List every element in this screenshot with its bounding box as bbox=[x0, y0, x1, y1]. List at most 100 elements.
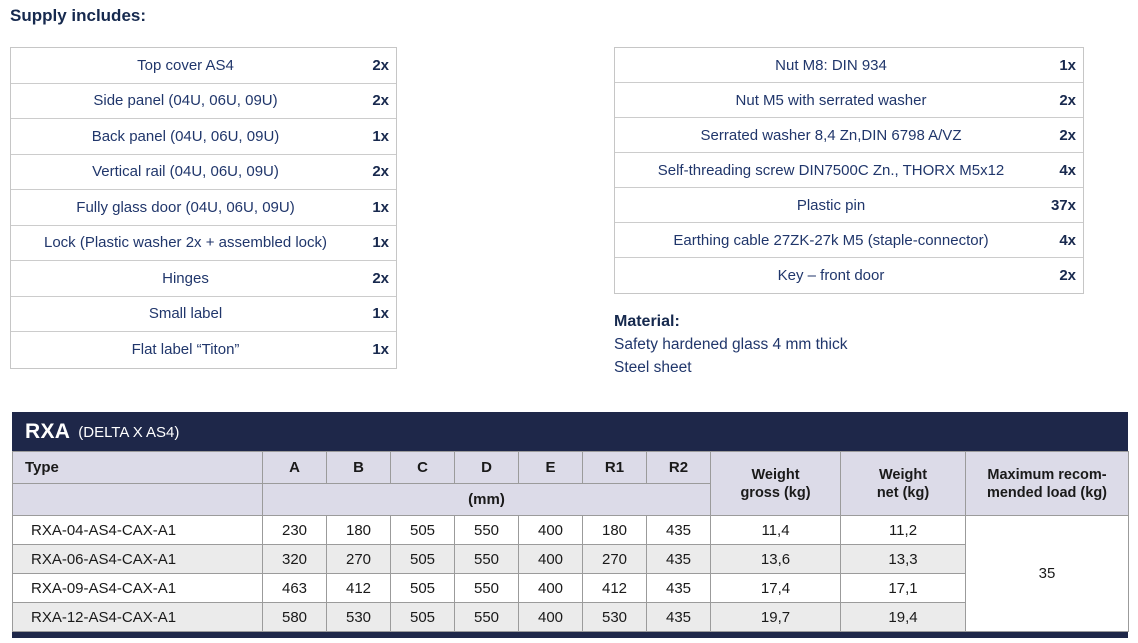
supply-item-qty: 1x bbox=[1059, 56, 1076, 74]
supply-item-qty: 4x bbox=[1059, 161, 1076, 179]
unit-label: (mm) bbox=[262, 483, 711, 516]
supply-item-name: Small label bbox=[148, 305, 223, 323]
col-header-e: E bbox=[518, 451, 583, 484]
unit-row-empty-cell bbox=[12, 483, 263, 516]
list-item: Earthing cable 27ZK-27k M5 (staple-conne… bbox=[615, 223, 1083, 258]
supply-item-name: Flat label “Titon” bbox=[131, 341, 240, 359]
cell-max-load: 35 bbox=[965, 515, 1129, 632]
supply-list-left: Top cover AS4 2x Side panel (04U, 06U, 09… bbox=[10, 47, 397, 369]
col-header-max-load: Maximum recom- mended load (kg) bbox=[965, 451, 1129, 516]
cell-weight-net: 11,2 bbox=[840, 515, 966, 545]
list-item: Flat label “Titon” 1x bbox=[11, 332, 396, 368]
cell-c: 505 bbox=[390, 602, 455, 632]
supply-item-qty: 1x bbox=[372, 305, 389, 323]
list-item: Lock (Plastic washer 2x + assembled lock… bbox=[11, 226, 396, 261]
cell-e: 400 bbox=[518, 602, 583, 632]
spec-table-bottom-bar bbox=[12, 632, 1128, 638]
cell-type: RXA-06-AS4-CAX-A1 bbox=[12, 544, 263, 574]
supply-item-name: Serrated washer 8,4 Zn,DIN 6798 A/VZ bbox=[700, 126, 962, 144]
col-header-weight-gross: Weight gross (kg) bbox=[710, 451, 841, 516]
table-row: RXA-12-AS4-CAX-A1 580 530 505 550 400 53… bbox=[12, 602, 1129, 632]
list-item: Plastic pin 37x bbox=[615, 188, 1083, 223]
col-header-type: Type bbox=[12, 451, 263, 484]
list-item: Small label 1x bbox=[11, 297, 396, 332]
supply-item-qty: 4x bbox=[1059, 231, 1076, 249]
material-line: Safety hardened glass 4 mm thick bbox=[614, 336, 848, 353]
cell-a: 580 bbox=[262, 602, 327, 632]
cell-r1: 270 bbox=[582, 544, 647, 574]
col-header-c: C bbox=[390, 451, 455, 484]
list-item: Top cover AS4 2x bbox=[11, 48, 396, 84]
table-row: RXA-04-AS4-CAX-A1 230 180 505 550 400 18… bbox=[12, 515, 1129, 632]
supply-item-qty: 1x bbox=[372, 198, 389, 216]
col-header-r2: R2 bbox=[646, 451, 711, 484]
cell-e: 400 bbox=[518, 515, 583, 545]
supply-item-name: Side panel (04U, 06U, 09U) bbox=[93, 92, 278, 110]
cell-weight-net: 19,4 bbox=[840, 602, 966, 632]
list-item: Side panel (04U, 06U, 09U) 2x bbox=[11, 84, 396, 119]
cell-a: 463 bbox=[262, 573, 327, 603]
cell-weight-gross: 19,7 bbox=[710, 602, 841, 632]
cell-r1: 412 bbox=[582, 573, 647, 603]
cell-weight-net: 13,3 bbox=[840, 544, 966, 574]
supply-item-name: Key – front door bbox=[777, 267, 885, 284]
spec-table: Type A B C D E R1 R2 Weight gross (kg) W… bbox=[12, 451, 1129, 632]
col-header-weight-net: Weight net (kg) bbox=[840, 451, 966, 516]
spec-table-subtitle: (DELTA X AS4) bbox=[78, 424, 180, 441]
cell-d: 550 bbox=[454, 515, 519, 545]
page-title: Supply includes: bbox=[10, 6, 147, 25]
cell-r2: 435 bbox=[646, 515, 711, 545]
cell-a: 230 bbox=[262, 515, 327, 545]
col-header-d: D bbox=[454, 451, 519, 484]
supply-item-name: Lock (Plastic washer 2x + assembled lock… bbox=[43, 234, 328, 252]
supply-item-name: Nut M5 with serrated washer bbox=[735, 91, 927, 109]
cell-weight-gross: 11,4 bbox=[710, 515, 841, 545]
cell-b: 270 bbox=[326, 544, 391, 574]
cell-d: 550 bbox=[454, 544, 519, 574]
material-heading: Material: bbox=[614, 313, 680, 330]
cell-type: RXA-12-AS4-CAX-A1 bbox=[12, 602, 263, 632]
supply-item-qty: 2x bbox=[1059, 267, 1076, 284]
list-item: Back panel (04U, 06U, 09U) 1x bbox=[11, 119, 396, 155]
cell-r1: 180 bbox=[582, 515, 647, 545]
cell-b: 412 bbox=[326, 573, 391, 603]
list-item: Nut M8: DIN 934 1x bbox=[615, 48, 1083, 83]
cell-r1: 530 bbox=[582, 602, 647, 632]
cell-a: 320 bbox=[262, 544, 327, 574]
supply-item-qty: 37x bbox=[1050, 196, 1076, 214]
cell-e: 400 bbox=[518, 573, 583, 603]
cell-e: 400 bbox=[518, 544, 583, 574]
supply-item-name: Back panel (04U, 06U, 09U) bbox=[91, 127, 280, 145]
cell-c: 505 bbox=[390, 515, 455, 545]
supply-item-name: Self-threading screw DIN7500C Zn., THORX… bbox=[657, 161, 1005, 179]
supply-item-name: Earthing cable 27ZK-27k M5 (staple-conne… bbox=[673, 231, 989, 249]
cell-weight-gross: 17,4 bbox=[710, 573, 841, 603]
list-item: Nut M5 with serrated washer 2x bbox=[615, 83, 1083, 118]
col-header-b: B bbox=[326, 451, 391, 484]
supply-item-qty: 2x bbox=[372, 163, 389, 181]
spec-header-row: Type A B C D E R1 R2 Weight gross (kg) W… bbox=[12, 451, 1129, 516]
spec-table-section: RXA (DELTA X AS4) Type A B C D E R1 R2 W… bbox=[12, 412, 1129, 638]
supply-item-qty: 2x bbox=[372, 56, 389, 74]
cell-r2: 435 bbox=[646, 602, 711, 632]
cell-c: 505 bbox=[390, 544, 455, 574]
supply-item-qty: 1x bbox=[372, 127, 389, 145]
supply-list-right: Nut M8: DIN 934 1x Nut M5 with serrated w… bbox=[614, 47, 1084, 294]
supply-item-qty: 2x bbox=[372, 269, 389, 287]
material-section: Material: Safety hardened glass 4 mm thi… bbox=[614, 311, 847, 379]
cell-b: 530 bbox=[326, 602, 391, 632]
list-item: Fully glass door (04U, 06U, 09U) 1x bbox=[11, 190, 396, 226]
supply-item-name: Plastic pin bbox=[796, 196, 866, 214]
supply-item-qty: 2x bbox=[1059, 91, 1076, 109]
supply-item-name: Fully glass door (04U, 06U, 09U) bbox=[76, 198, 295, 216]
supply-item-name: Hinges bbox=[162, 269, 209, 287]
list-item: Self-threading screw DIN7500C Zn., THORX… bbox=[615, 153, 1083, 188]
cell-r2: 435 bbox=[646, 544, 711, 574]
material-line: Steel sheet bbox=[614, 359, 692, 376]
supply-item-qty: 2x bbox=[372, 92, 389, 110]
supply-item-qty: 1x bbox=[372, 341, 389, 359]
cell-b: 180 bbox=[326, 515, 391, 545]
supply-item-name: Top cover AS4 bbox=[137, 56, 234, 74]
list-item: Serrated washer 8,4 Zn,DIN 6798 A/VZ 2x bbox=[615, 118, 1083, 153]
table-row: RXA-09-AS4-CAX-A1 463 412 505 550 400 41… bbox=[12, 573, 1129, 603]
